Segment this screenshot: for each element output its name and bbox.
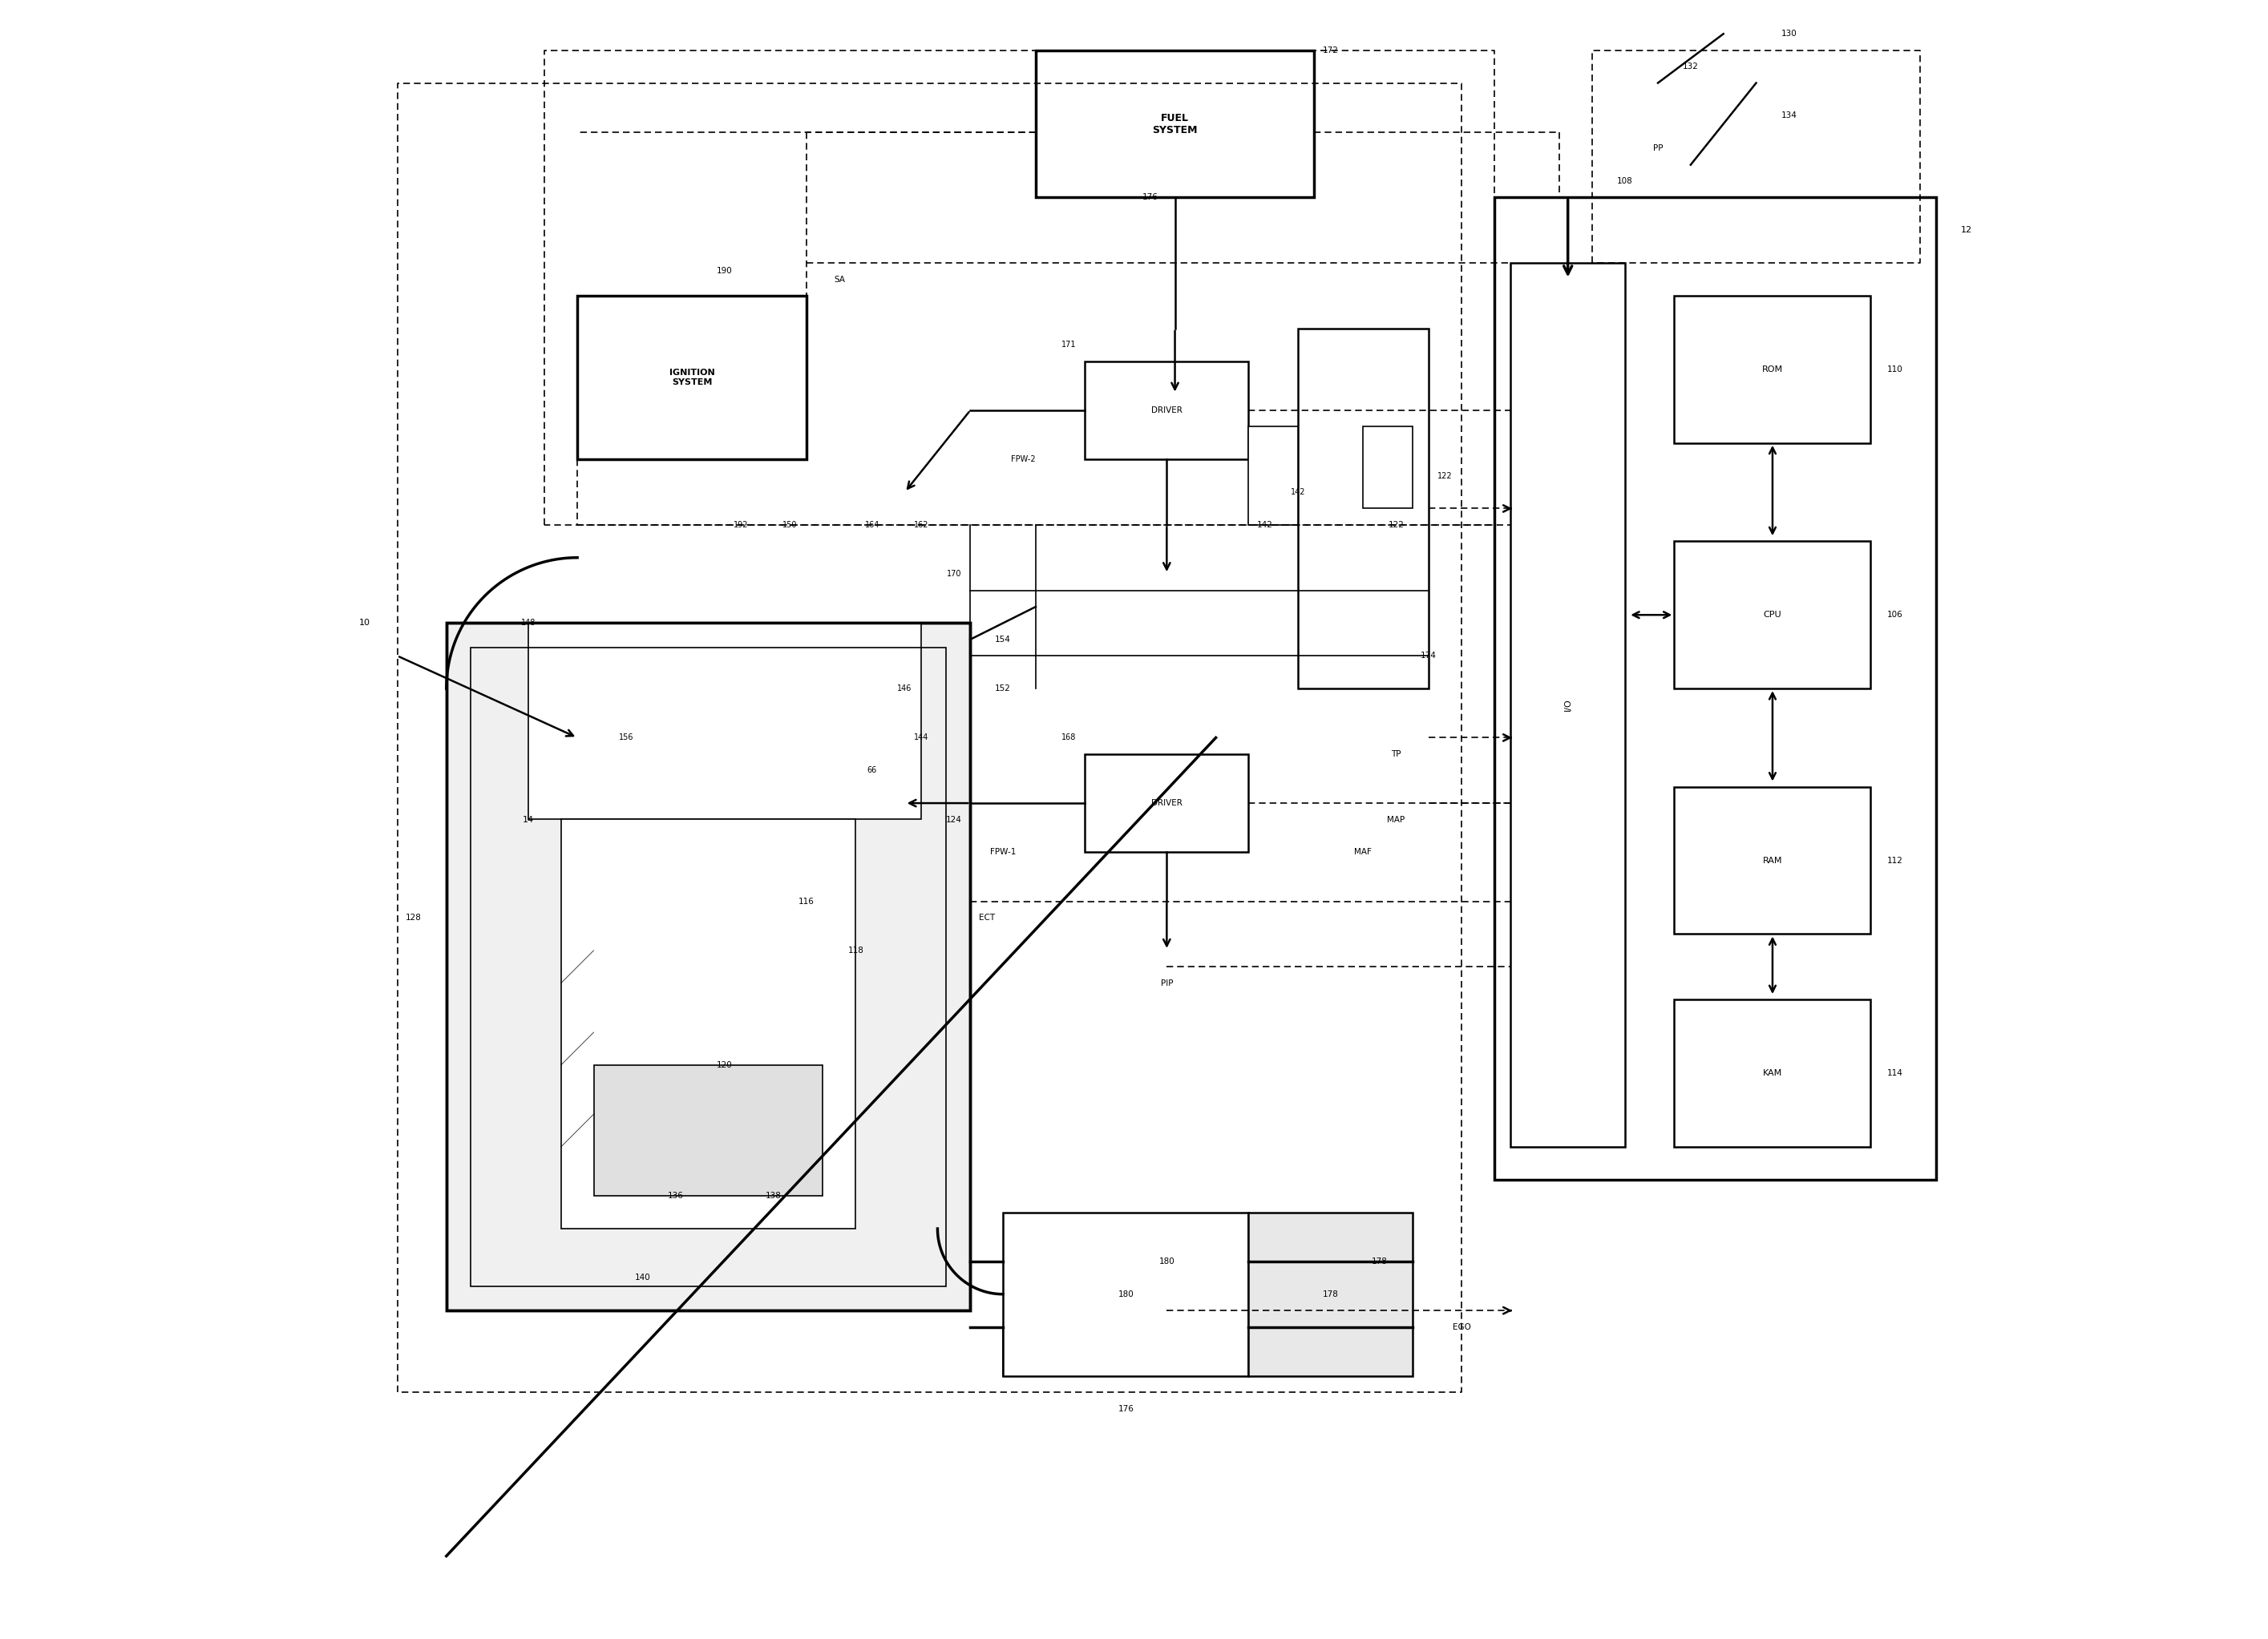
FancyBboxPatch shape — [1036, 51, 1313, 198]
Text: 132: 132 — [1683, 62, 1699, 70]
Text: 124: 124 — [946, 816, 962, 823]
FancyBboxPatch shape — [1674, 295, 1871, 443]
Text: PIP: PIP — [1161, 978, 1173, 987]
Text: 154: 154 — [996, 636, 1012, 644]
FancyBboxPatch shape — [1363, 426, 1413, 508]
Text: 156: 156 — [619, 734, 633, 742]
Text: 110: 110 — [1887, 365, 1903, 374]
Text: 142: 142 — [1256, 521, 1272, 529]
Text: 12: 12 — [1962, 226, 1973, 234]
FancyBboxPatch shape — [1250, 426, 1297, 524]
Text: 178: 178 — [1372, 1257, 1388, 1265]
Text: 66: 66 — [866, 767, 878, 774]
Text: RAM: RAM — [1762, 857, 1783, 864]
Text: I/O: I/O — [1565, 698, 1572, 711]
Text: 128: 128 — [406, 913, 422, 921]
Text: 122: 122 — [1388, 521, 1404, 529]
FancyBboxPatch shape — [1250, 1213, 1413, 1377]
Text: 168: 168 — [1061, 734, 1075, 742]
Text: 140: 140 — [635, 1274, 651, 1282]
FancyBboxPatch shape — [1510, 262, 1626, 1147]
Text: 142: 142 — [1290, 488, 1304, 497]
Text: FPW-2: FPW-2 — [1012, 456, 1036, 464]
Text: ECT: ECT — [978, 913, 996, 921]
Text: MAF: MAF — [1354, 849, 1372, 856]
Text: 180: 180 — [1118, 1290, 1134, 1298]
Text: SA: SA — [835, 275, 846, 284]
Text: 178: 178 — [1322, 1290, 1338, 1298]
Text: MAP: MAP — [1388, 816, 1404, 823]
Text: 134: 134 — [1780, 111, 1796, 120]
Text: DRIVER: DRIVER — [1152, 800, 1182, 806]
Text: 114: 114 — [1887, 1069, 1903, 1077]
Text: 192: 192 — [733, 521, 748, 529]
Text: 116: 116 — [798, 897, 814, 905]
FancyBboxPatch shape — [1084, 754, 1250, 852]
FancyBboxPatch shape — [578, 295, 807, 459]
Text: 136: 136 — [667, 1192, 683, 1200]
Text: 106: 106 — [1887, 611, 1903, 620]
Text: 14: 14 — [522, 816, 533, 823]
Text: CPU: CPU — [1765, 611, 1783, 620]
FancyBboxPatch shape — [1297, 328, 1429, 688]
Text: 130: 130 — [1780, 30, 1796, 38]
Text: DRIVER: DRIVER — [1152, 406, 1182, 415]
Text: 162: 162 — [914, 521, 928, 529]
Text: 172: 172 — [1322, 46, 1338, 54]
Text: 118: 118 — [848, 946, 864, 954]
Text: 180: 180 — [1159, 1257, 1175, 1265]
Text: EGO: EGO — [1452, 1323, 1470, 1331]
Text: 190: 190 — [717, 267, 733, 275]
Text: 10: 10 — [358, 620, 370, 628]
Text: 152: 152 — [996, 685, 1012, 693]
Text: 146: 146 — [898, 685, 912, 693]
Text: 171: 171 — [1061, 341, 1075, 349]
Text: 164: 164 — [864, 521, 880, 529]
FancyBboxPatch shape — [447, 623, 971, 1311]
Text: 112: 112 — [1887, 857, 1903, 864]
Text: 176: 176 — [1143, 193, 1159, 202]
FancyBboxPatch shape — [1002, 1213, 1250, 1377]
FancyBboxPatch shape — [1674, 787, 1871, 934]
FancyBboxPatch shape — [528, 623, 921, 820]
Text: 108: 108 — [1617, 177, 1633, 185]
Text: IGNITION
SYSTEM: IGNITION SYSTEM — [669, 369, 714, 387]
Text: PP: PP — [1653, 144, 1662, 152]
FancyBboxPatch shape — [594, 1065, 823, 1196]
Text: FPW-1: FPW-1 — [991, 849, 1016, 856]
FancyBboxPatch shape — [1674, 541, 1871, 688]
Text: 174: 174 — [1420, 652, 1436, 661]
Text: 144: 144 — [914, 734, 928, 742]
FancyBboxPatch shape — [560, 820, 855, 1229]
Text: 138: 138 — [767, 1192, 782, 1200]
Text: 176: 176 — [1118, 1405, 1134, 1413]
Text: ROM: ROM — [1762, 365, 1783, 374]
FancyBboxPatch shape — [1084, 361, 1250, 459]
Text: 170: 170 — [946, 570, 962, 579]
Text: 120: 120 — [717, 1060, 733, 1069]
FancyBboxPatch shape — [1495, 198, 1937, 1180]
Text: 122: 122 — [1438, 472, 1452, 480]
FancyBboxPatch shape — [1674, 1000, 1871, 1147]
Text: TP: TP — [1390, 751, 1402, 757]
Text: 150: 150 — [782, 521, 798, 529]
Text: KAM: KAM — [1762, 1069, 1783, 1077]
Text: 148: 148 — [522, 620, 535, 628]
Text: FUEL
SYSTEM: FUEL SYSTEM — [1152, 113, 1198, 134]
